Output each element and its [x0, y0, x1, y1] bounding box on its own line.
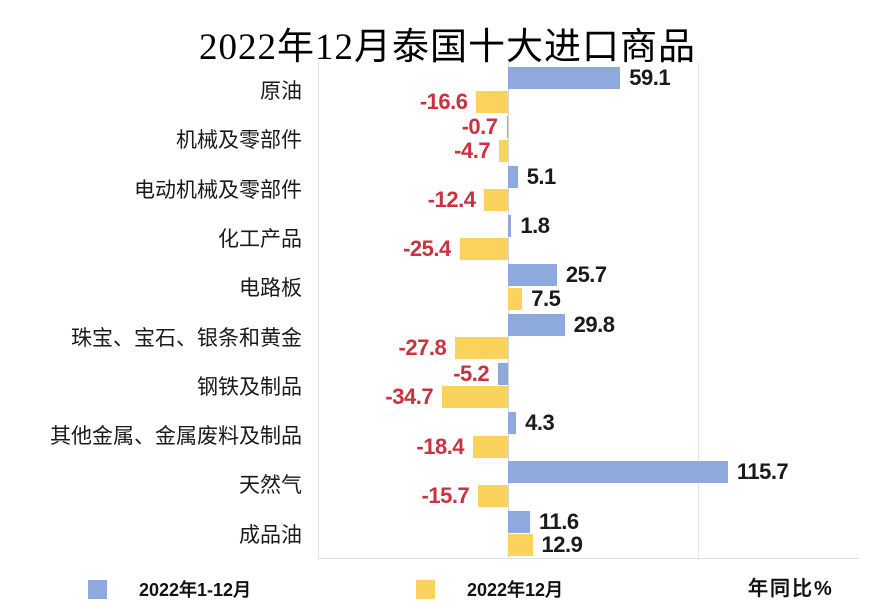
bar-value-label: 5.1 [526, 163, 557, 189]
bar-december [484, 189, 508, 212]
bar-annual [508, 313, 565, 336]
bar-value-label: -4.7 [454, 137, 491, 163]
chart-title: 2022年12月泰国十大进口商品 [199, 27, 696, 68]
gridline [318, 62, 319, 558]
legend-swatch-december [416, 579, 435, 599]
bar-value-label: -25.4 [403, 236, 451, 262]
legend: 2022年1-12月 2022年12月 [0, 572, 873, 601]
bar-value-label: 59.1 [629, 65, 671, 90]
bar-december [478, 484, 508, 507]
bar-december [508, 287, 523, 310]
bar-december [442, 386, 508, 409]
bar-value-label: 4.3 [525, 410, 555, 436]
bar-value-label: 29.8 [573, 311, 615, 337]
legend-swatch-annual [88, 579, 107, 599]
bar-annual [506, 116, 508, 139]
plot-baseline [318, 558, 860, 559]
bar-value-label: 1.8 [520, 212, 550, 238]
category-label: 机械及零部件 [176, 128, 302, 153]
bar-december [508, 534, 533, 557]
bar-annual [508, 412, 517, 435]
category-label: 电路板 [239, 276, 302, 301]
bar-value-label: 25.7 [565, 262, 607, 288]
category-label: 原油 [260, 79, 302, 103]
bar-annual [498, 362, 508, 385]
zero-axis-line [508, 62, 509, 558]
bar-december [476, 90, 508, 113]
bar-december [459, 238, 508, 261]
category-label: 珠宝、宝石、银条和黄金 [71, 325, 302, 350]
bar-annual [508, 510, 531, 533]
bar-value-label: -16.6 [419, 88, 468, 114]
category-label: 天然气 [239, 473, 302, 498]
bar-value-label: 11.6 [539, 508, 579, 534]
bar-value-label: -15.7 [421, 482, 470, 508]
legend-label-december: 2022年12月 [467, 580, 564, 600]
legend-item-december: 2022年12月 [416, 576, 563, 601]
bar-annual [508, 264, 557, 287]
legend-label-annual: 2022年1-12月 [139, 580, 252, 600]
bar-value-label: -27.8 [398, 335, 447, 360]
bar-value-label: 115.7 [736, 459, 789, 485]
bar-annual [508, 214, 512, 237]
bar-value-label: -18.4 [416, 433, 465, 459]
category-label: 成品油 [239, 522, 302, 547]
axis-unit-label: 年同比% [748, 578, 834, 600]
bar-december [499, 139, 508, 162]
bar-december [455, 337, 508, 359]
category-label: 化工产品 [218, 226, 302, 251]
gridline [698, 62, 699, 558]
category-label: 钢铁及制品 [197, 374, 302, 399]
bar-value-label: 12.9 [541, 532, 583, 558]
bar-annual [508, 461, 728, 484]
bar-value-label: -5.2 [453, 360, 490, 386]
category-label: 其他金属、金属废料及制品 [50, 424, 302, 449]
bar-value-label: -34.7 [385, 384, 434, 410]
bar-annual [508, 165, 518, 188]
bar-value-label: 7.5 [531, 285, 561, 311]
legend-item-annual: 2022年1-12月 [88, 576, 251, 601]
bar-december [473, 435, 508, 458]
category-label: 电动机械及零部件 [134, 177, 302, 202]
bar-value-label: -12.4 [427, 187, 476, 213]
bar-annual [508, 67, 621, 89]
bar-value-label: -0.7 [461, 114, 498, 140]
